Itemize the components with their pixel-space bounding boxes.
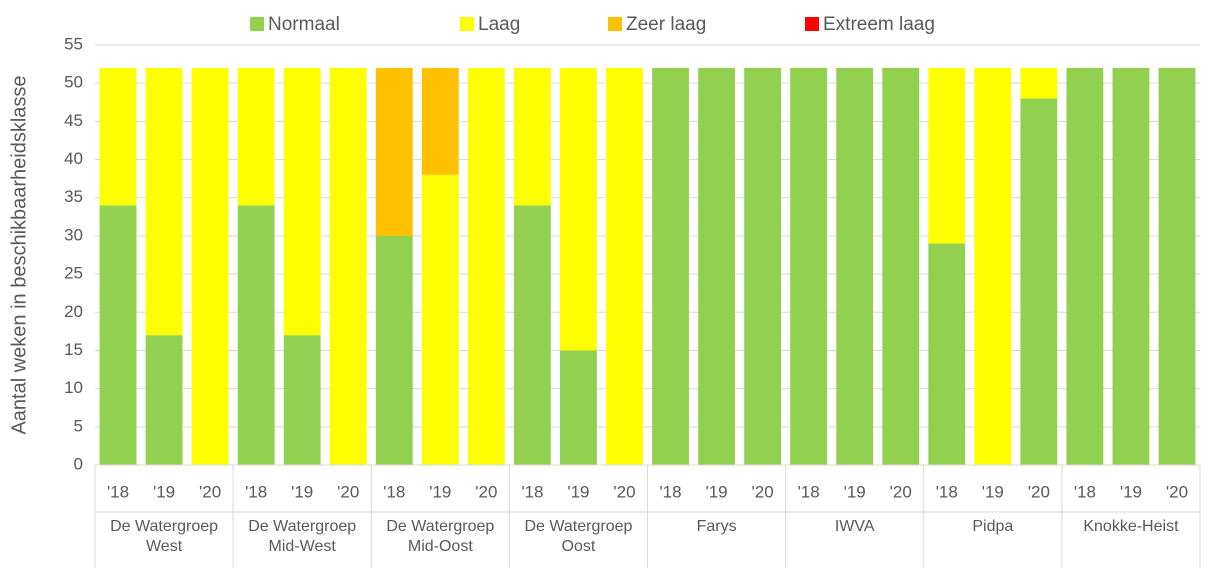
x-tick-label: '20 — [890, 482, 912, 501]
bar-segment — [421, 174, 459, 465]
x-tick-label: '20 — [1028, 482, 1050, 501]
legend-label: Normaal — [268, 14, 340, 35]
x-tick-label: '19 — [429, 482, 451, 501]
y-tick-label: 55 — [64, 34, 83, 53]
y-axis-label: Aantal weken in beschikbaarheidsklasse — [8, 75, 30, 434]
x-tick-label: '19 — [705, 482, 727, 501]
x-tick-label: '18 — [245, 482, 267, 501]
bar-segment — [145, 335, 183, 465]
bar-segment — [375, 67, 413, 236]
bar-segment — [329, 67, 367, 465]
group-label: De Watergroep Oost — [524, 518, 633, 555]
bar-segment — [974, 67, 1012, 465]
group-label: De Watergroep West — [110, 518, 219, 555]
bar-segment — [790, 67, 828, 465]
bar-segment — [237, 205, 275, 465]
bar-segment — [421, 67, 459, 175]
bar-segment — [467, 67, 505, 465]
x-tick-label: '18 — [936, 482, 958, 501]
x-tick-label: '20 — [337, 482, 359, 501]
bar-segment — [145, 67, 183, 336]
bar-segment — [237, 67, 275, 206]
x-tick-label: '19 — [567, 482, 589, 501]
x-tick-label: '20 — [199, 482, 221, 501]
bar-segment — [513, 205, 551, 465]
legend-label: Extreem laag — [823, 14, 935, 35]
y-tick-label: 45 — [64, 111, 83, 130]
y-tick-label: 15 — [64, 340, 83, 359]
x-tick-label: '19 — [1120, 482, 1142, 501]
legend-label: Laag — [478, 14, 520, 35]
x-tick-label: '18 — [798, 482, 820, 501]
y-tick-label: 30 — [64, 225, 83, 244]
y-tick-label: 25 — [64, 264, 83, 283]
legend-swatch — [250, 17, 264, 31]
x-tick-label: '20 — [1166, 482, 1188, 501]
bar-segment — [1020, 67, 1058, 99]
y-tick-label: 35 — [64, 187, 83, 206]
y-tick-label: 40 — [64, 149, 83, 168]
x-tick-label: '18 — [383, 482, 405, 501]
legend-swatch — [460, 17, 474, 31]
bar-segment — [1158, 67, 1196, 465]
bar-segment — [283, 335, 321, 465]
legend-label: Zeer laag — [626, 14, 706, 35]
y-tick-label: 10 — [64, 378, 83, 397]
bar-segment — [560, 350, 597, 465]
x-tick-label: '19 — [153, 482, 175, 501]
bar-segment — [882, 67, 920, 465]
bar-segment — [283, 67, 321, 336]
legend-swatch — [805, 17, 819, 31]
legend-swatch — [608, 17, 622, 31]
bar-segment — [1066, 67, 1104, 465]
x-tick-label: '20 — [475, 482, 497, 501]
bar-segment — [698, 67, 735, 465]
bar-segment — [606, 67, 643, 465]
bar-segment — [99, 205, 137, 465]
x-tick-label: '19 — [291, 482, 313, 501]
bar-segment — [1020, 98, 1058, 466]
y-tick-label: 50 — [64, 73, 83, 92]
group-label: Pidpa — [972, 518, 1014, 535]
bar-segment — [560, 67, 597, 351]
bar-segment — [375, 235, 413, 465]
x-tick-label: '20 — [613, 482, 635, 501]
y-tick-label: 20 — [64, 302, 83, 321]
bar-segment — [191, 67, 229, 465]
y-tick-label: 5 — [74, 416, 83, 435]
group-label: Farys — [696, 518, 737, 535]
x-tick-label: '19 — [982, 482, 1004, 501]
bar-segment — [99, 67, 137, 206]
bar-segment — [928, 67, 966, 244]
x-tick-label: '18 — [107, 482, 129, 501]
y-tick-label: 0 — [74, 454, 83, 473]
x-tick-label: '18 — [521, 482, 543, 501]
group-label: De Watergroep Mid-West — [248, 518, 357, 555]
bar-segment — [652, 67, 689, 465]
bar-segment — [928, 243, 966, 465]
x-tick-label: '20 — [752, 482, 774, 501]
x-tick-label: '18 — [659, 482, 681, 501]
bar-segment — [836, 67, 874, 465]
x-tick-label: '19 — [844, 482, 866, 501]
bar-segment — [1112, 67, 1150, 465]
group-label: Knokke-Heist — [1083, 518, 1179, 535]
group-label: IWVA — [834, 518, 875, 535]
x-tick-label: '18 — [1074, 482, 1096, 501]
bar-segment — [744, 67, 782, 465]
bar-segment — [513, 67, 551, 206]
group-label: De Watergroep Mid-Oost — [386, 518, 495, 555]
